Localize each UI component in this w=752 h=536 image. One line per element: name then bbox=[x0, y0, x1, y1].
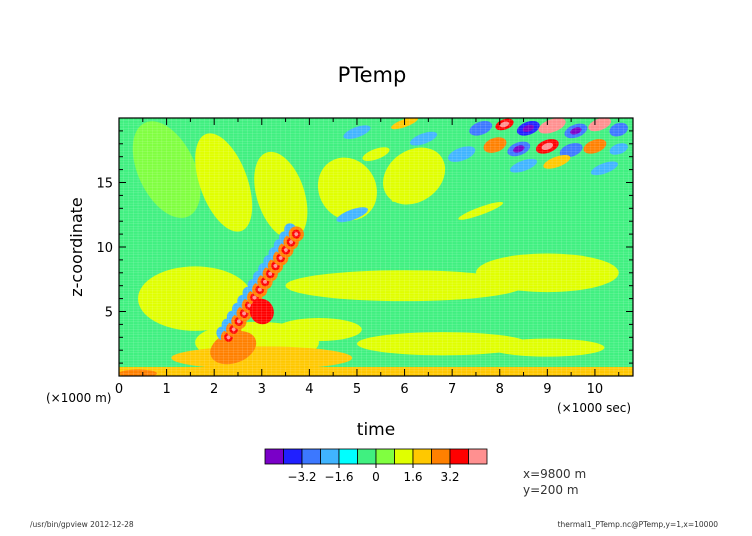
colorbar-swatch bbox=[338, 448, 358, 465]
footer-left: /usr/bin/gpview 2012-12-28 bbox=[30, 520, 134, 529]
plot-area bbox=[119, 118, 633, 376]
plume-cell-peak bbox=[236, 319, 241, 324]
x-tick-label: 9 bbox=[543, 382, 551, 397]
wave-cell-core bbox=[522, 124, 534, 132]
plume-cell-peak bbox=[289, 240, 293, 244]
wave-cell bbox=[336, 207, 368, 223]
colorbar-swatch bbox=[412, 448, 432, 465]
plume-cell-peak bbox=[263, 279, 267, 284]
plume-cell-peak bbox=[257, 287, 262, 292]
x-axis-label: time bbox=[357, 420, 395, 440]
field-band bbox=[195, 133, 253, 232]
plume-cell-peak bbox=[242, 311, 247, 316]
wave-cell-core bbox=[499, 121, 510, 128]
wave-cell bbox=[483, 137, 507, 153]
x-tick-label: 5 bbox=[353, 382, 361, 397]
wave-cell-core bbox=[594, 121, 606, 128]
wave-cell bbox=[583, 139, 607, 154]
warm-layer-patch bbox=[276, 317, 362, 342]
wave-cell bbox=[469, 121, 493, 136]
wave-cell-core bbox=[570, 127, 582, 135]
plume-cell-peak bbox=[273, 263, 278, 268]
colorbar-swatch bbox=[431, 448, 451, 465]
x-tick-label: 6 bbox=[400, 382, 408, 397]
wave-cell bbox=[559, 142, 583, 158]
x-tick-label: 3 bbox=[258, 382, 266, 397]
colorbar-swatch bbox=[283, 448, 303, 465]
wave-cell bbox=[543, 154, 571, 169]
plume-core bbox=[249, 298, 274, 325]
colorbar-swatch bbox=[357, 448, 377, 465]
colorbar-swatch bbox=[468, 448, 488, 465]
wave-cell-core bbox=[513, 145, 525, 153]
field-band bbox=[285, 270, 524, 302]
x-unit-note: (×1000 sec) bbox=[557, 401, 631, 415]
colorbar-swatch bbox=[320, 448, 340, 465]
field-band bbox=[138, 266, 253, 331]
y-tick-label: 15 bbox=[96, 177, 113, 192]
colorbar-swatch bbox=[264, 448, 284, 465]
colorbar-swatch bbox=[375, 448, 395, 465]
wave-cell bbox=[609, 122, 628, 137]
surface-layer bbox=[119, 366, 633, 376]
wave-cell bbox=[510, 158, 538, 173]
position-y-annotation: y=200 m bbox=[523, 483, 579, 497]
y-unit-note: (×1000 m) bbox=[46, 391, 111, 405]
plume-cell-peak bbox=[268, 271, 273, 276]
wave-cell bbox=[609, 143, 628, 155]
wave-cell bbox=[448, 146, 476, 162]
colorbar-tick-label: 0 bbox=[372, 470, 380, 484]
colorbar-tick-label: 3.2 bbox=[440, 470, 459, 484]
x-tick-label: 0 bbox=[115, 382, 123, 397]
position-x-annotation: x=9800 m bbox=[523, 467, 586, 481]
x-tick-label: 4 bbox=[305, 382, 313, 397]
field-band bbox=[317, 157, 377, 221]
colorbar-swatch bbox=[449, 448, 469, 465]
warm-layer-patch bbox=[490, 338, 605, 357]
colorbar-tick-label: 1.6 bbox=[403, 470, 422, 484]
colorbar-tick-label: −1.6 bbox=[324, 470, 353, 484]
footer-right: thermal1_PTemp.nc@PTemp,y=1,x=10000 bbox=[558, 520, 719, 529]
colorbar-swatch bbox=[301, 448, 321, 465]
plume-cell-peak bbox=[283, 248, 288, 252]
plume-cell-peak bbox=[294, 232, 299, 237]
wave-cell bbox=[410, 131, 438, 146]
field-band bbox=[132, 121, 201, 218]
chart-title: PTemp bbox=[338, 63, 407, 87]
x-tick-label: 2 bbox=[210, 382, 218, 397]
y-tick-label: 10 bbox=[96, 241, 113, 256]
warm-layer-patch bbox=[356, 332, 529, 356]
field-band bbox=[475, 253, 619, 293]
x-tick-label: 10 bbox=[587, 382, 604, 397]
wave-cell bbox=[362, 147, 390, 162]
x-tick-label: 7 bbox=[448, 382, 456, 397]
colorbar-swatch bbox=[394, 448, 414, 465]
colorbar-tick-label: −3.2 bbox=[287, 470, 316, 484]
wave-cell-core bbox=[541, 142, 554, 151]
x-tick-label: 8 bbox=[496, 382, 504, 397]
plume-cell-peak bbox=[247, 303, 252, 308]
y-tick-label: 5 bbox=[105, 306, 113, 321]
colorbar: −3.2 −1.6 0 1.6 3.2 bbox=[264, 448, 488, 484]
surface-warm-spot bbox=[119, 369, 158, 376]
wave-cell-core bbox=[545, 121, 559, 130]
x-tick-label: 1 bbox=[162, 382, 170, 397]
wave-cell bbox=[343, 125, 371, 140]
plume-cell-peak bbox=[231, 327, 236, 332]
wave-cell bbox=[458, 201, 504, 220]
plume-cell-peak bbox=[226, 335, 231, 340]
wave-cell bbox=[590, 161, 618, 176]
field-band bbox=[254, 151, 308, 239]
y-axis-label: z-coordinate bbox=[67, 197, 86, 297]
plume-cell-peak bbox=[252, 295, 257, 300]
plume-cell-peak bbox=[278, 255, 283, 260]
wave-cell bbox=[391, 183, 437, 202]
